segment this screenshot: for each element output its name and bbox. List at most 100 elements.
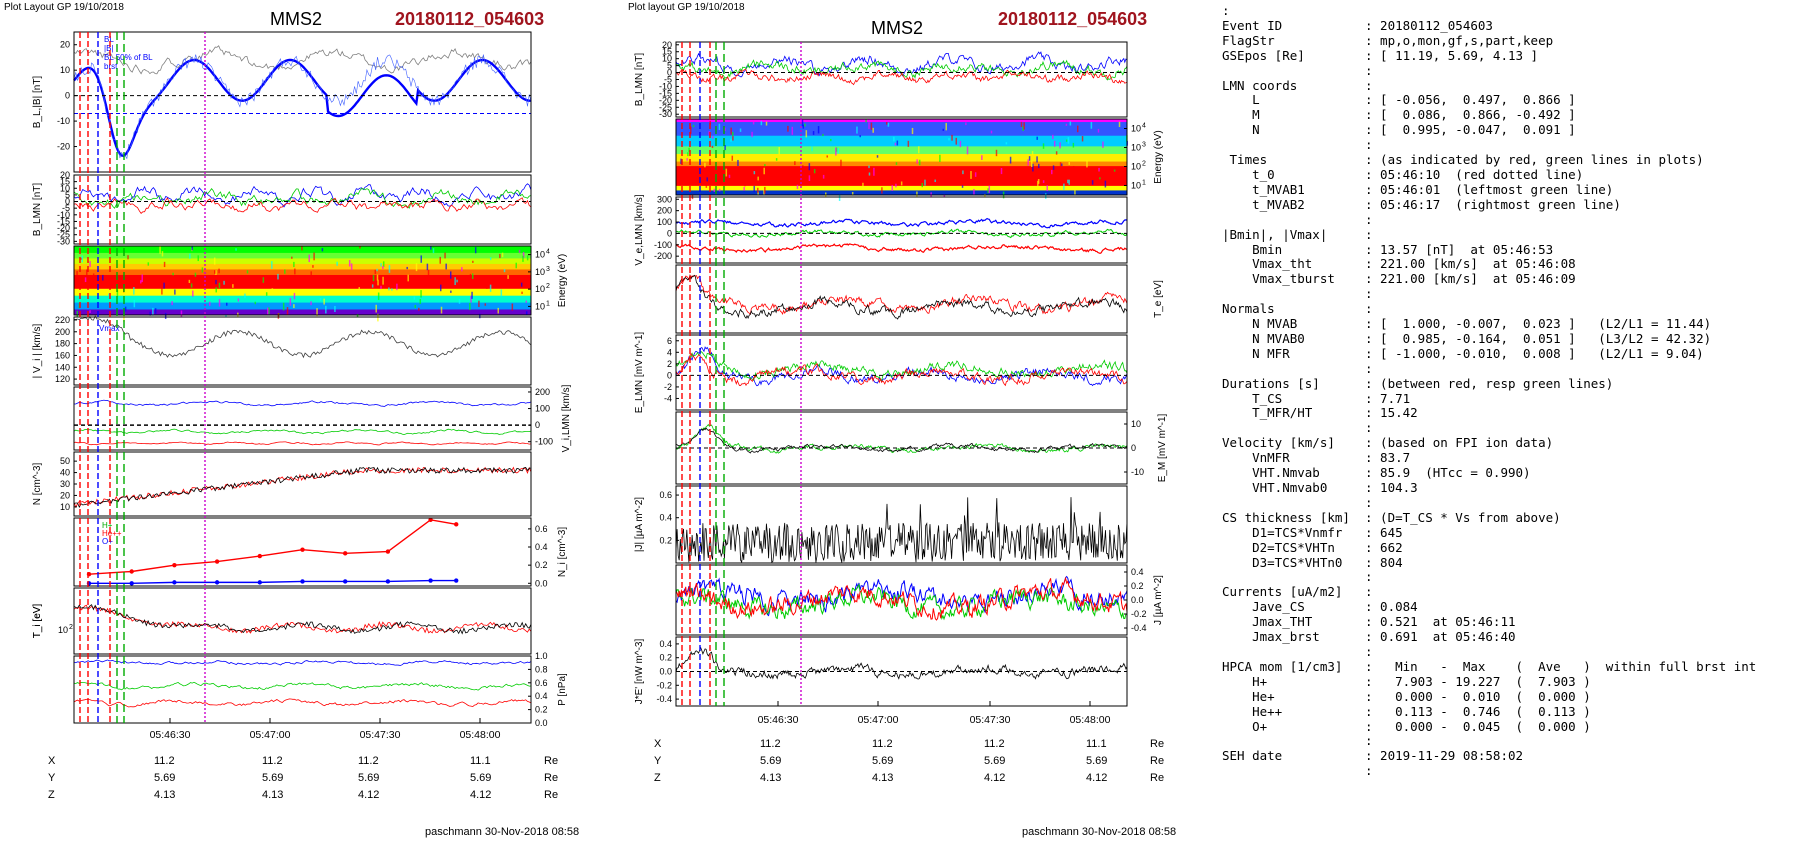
heatmap-pixel [1028, 156, 1031, 161]
y-tick-label: 10 [60, 502, 70, 512]
heatmap-pixel [127, 255, 129, 260]
series-BM-line [73, 188, 532, 209]
legend-entry: O+ [102, 537, 113, 546]
heatmap-pixel [885, 122, 888, 125]
heatmap-pixel [1059, 162, 1062, 168]
series-J-magnitude-line [675, 497, 1128, 564]
heatmap-pixel [1061, 163, 1063, 167]
heatmap-pixel [778, 147, 780, 155]
y-tick-label: 10 [535, 267, 545, 277]
heatmap-pixel [859, 135, 861, 138]
heatmap-pixel [718, 123, 721, 131]
heatmap-pixel [235, 248, 237, 251]
y-tick-label: 50 [60, 456, 70, 466]
heatmap-pixel [469, 273, 472, 281]
heatmap-pixel [469, 302, 471, 311]
heatmap-band [74, 252, 531, 259]
heatmap-pixel [760, 120, 763, 126]
heatmap-pixel [470, 295, 472, 303]
heatmap-pixel [426, 263, 429, 271]
heatmap-pixel [266, 307, 269, 315]
x-tick-label: 05:47:00 [858, 714, 899, 726]
y-tick-label: 140 [55, 362, 70, 372]
heatmap-pixel [1051, 169, 1053, 175]
heatmap-pixel [271, 261, 273, 269]
heatmap-pixel [896, 140, 899, 146]
info-line: T_MFR/HT : 15.42 [1222, 405, 1418, 421]
info-line: Jmax_brst : 0.691 at 05:46:40 [1222, 629, 1516, 645]
heatmap-pixel [123, 314, 125, 323]
heatmap-band [676, 166, 1127, 187]
heatmap-pixel [471, 273, 474, 280]
y-tick-label: 10 [662, 54, 672, 64]
heatmap-pixel [377, 313, 379, 322]
heatmap-pixel [218, 268, 220, 274]
heatmap-pixel [486, 282, 488, 289]
series-N-fpi-line [73, 466, 532, 509]
y-tick-exponent: 4 [1142, 123, 1146, 130]
heatmap-pixel [325, 305, 327, 314]
heatmap-pixel [213, 257, 216, 265]
coord-value: 11.2 [760, 738, 781, 750]
heatmap-pixel [265, 292, 268, 296]
y-tick-label: -4 [664, 393, 672, 403]
y-tick-label: 20 [662, 40, 672, 50]
y-tick-label: 0.4 [659, 639, 672, 649]
panel-right-energy-ev- [675, 118, 1129, 201]
heatmap-pixel [147, 262, 150, 266]
info-line: VnMFR : 83.7 [1222, 450, 1411, 466]
y-tick-label: 0.2 [1131, 581, 1144, 591]
heatmap-pixel [995, 149, 998, 157]
heatmap-pixel [208, 301, 211, 306]
y-tick-label: 2 [667, 359, 672, 369]
coord-unit: Re [544, 755, 559, 767]
y-axis-label: | V_i | [km/s] [32, 323, 43, 378]
y-tick-label: -10 [57, 210, 70, 220]
y-tick-label: 0.2 [535, 560, 548, 570]
heatmap-pixel [353, 277, 356, 284]
coord-value: 5.69 [760, 755, 782, 767]
heatmap-pixel [232, 284, 234, 288]
info-line: M : [ 0.086, 0.866, -0.492 ] [1222, 107, 1576, 123]
heatmap-pixel [1022, 125, 1024, 131]
series-ViL-line [74, 399, 532, 407]
heatmap-pixel [704, 162, 706, 168]
heatmap-pixel [310, 271, 312, 275]
heatmap-pixel [116, 289, 119, 297]
y-tick-exponent: 1 [546, 300, 550, 307]
coord-value: 11.2 [984, 738, 1005, 750]
heatmap-pixel [501, 252, 504, 258]
panel-right--j-a-m-2- [675, 485, 1128, 564]
heatmap-pixel [213, 270, 216, 274]
panel-frame [675, 41, 1128, 118]
coord-row-label: Y [48, 772, 56, 784]
y-axis-label: T_i [eV] [32, 604, 43, 639]
panel-frame [73, 174, 532, 245]
heatmap-pixel [407, 274, 409, 282]
heatmap-pixel [517, 277, 519, 283]
heatmap-pixel [918, 146, 920, 154]
coord-value: 11.2 [872, 738, 893, 750]
series-BL-line [73, 183, 532, 208]
info-line: : [1222, 733, 1373, 749]
coord-value: 4.13 [262, 789, 284, 801]
heatmap-pixel [489, 284, 492, 292]
heatmap-pixel [817, 126, 820, 134]
heatmap-pixel [439, 256, 441, 264]
y-tick-label: 10 [1131, 162, 1141, 172]
coord-value: 11.2 [154, 755, 175, 767]
y-tick-label: 0 [667, 68, 672, 78]
heatmap-pixel [718, 188, 721, 192]
y-axis-label: E_LMN [mV m^-1] [634, 332, 645, 414]
legend-entry: BL 50% of BL [104, 53, 153, 62]
heatmap-pixel [374, 290, 377, 294]
panel-frame [675, 118, 1128, 196]
y-tick-label: -10 [57, 116, 70, 126]
y-axis-label: P [nPa] [557, 673, 568, 706]
legend-entry: H+ [102, 521, 113, 530]
heatmap-pixel [464, 248, 467, 253]
heatmap-pixel [171, 301, 173, 306]
heatmap-pixel [813, 168, 816, 174]
heatmap-pixel [319, 298, 322, 301]
heatmap-pixel [757, 191, 759, 196]
